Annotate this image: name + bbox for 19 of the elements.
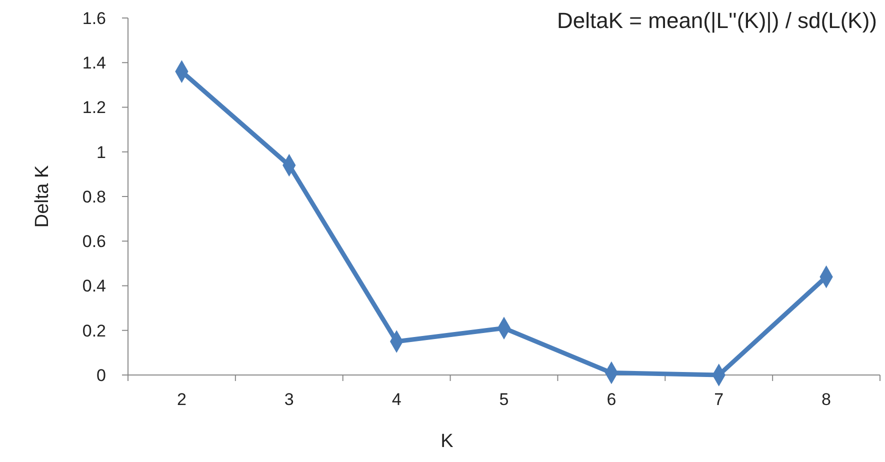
y-tick-label: 0.8 — [82, 187, 106, 206]
y-tick-label: 0.2 — [82, 321, 106, 340]
x-tick-label: 3 — [284, 390, 294, 409]
y-axis-title: Delta K — [32, 165, 53, 228]
x-axis-title: K — [440, 431, 454, 452]
x-tick-label: 6 — [606, 390, 616, 409]
annotation: DeltaK = mean(|L''(K)|) / sd(L(K)) — [557, 8, 877, 33]
y-tick-label: 1.6 — [82, 8, 106, 28]
x-tick-label: 4 — [392, 390, 402, 409]
x-tick-label: 5 — [499, 390, 509, 409]
y-tick-label: 0 — [96, 366, 106, 385]
y-tick-label: 1.2 — [82, 98, 106, 118]
x-tick-label: 8 — [822, 390, 832, 409]
y-tick-label: 0.4 — [82, 276, 106, 296]
y-tick-label: 1.4 — [82, 54, 106, 73]
x-tick-label: 2 — [176, 390, 186, 409]
x-tick-label: 7 — [714, 390, 724, 409]
y-tick-label: 1 — [96, 142, 106, 162]
y-tick-label: 0.6 — [82, 232, 106, 252]
